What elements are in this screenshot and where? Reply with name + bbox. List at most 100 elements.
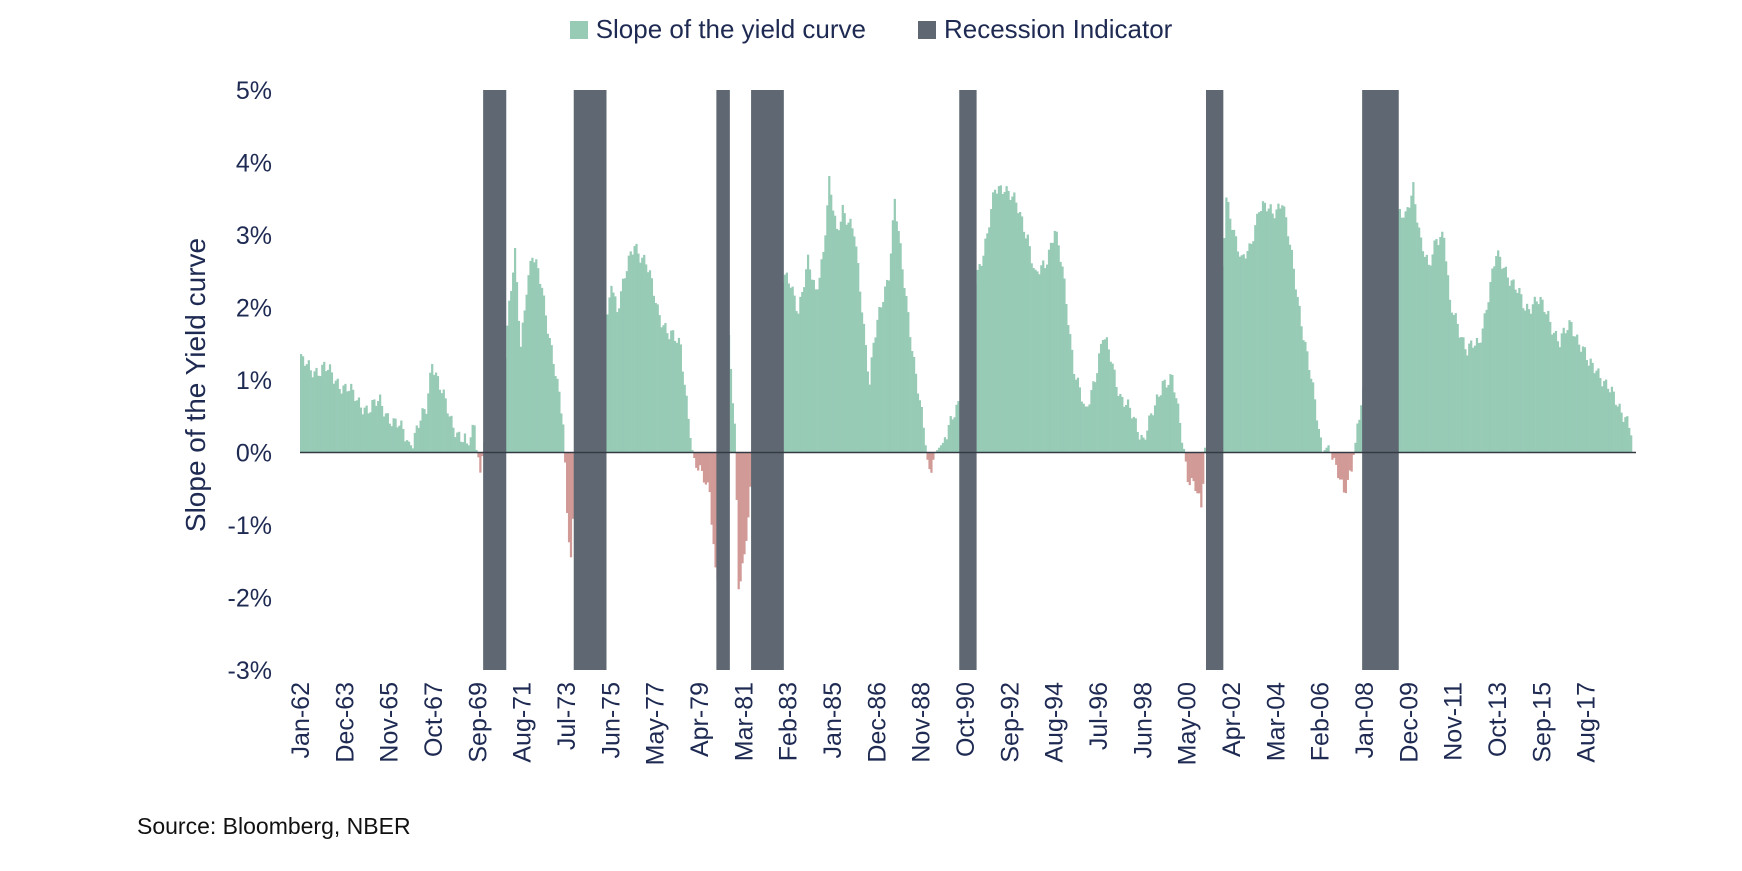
bar <box>348 390 351 453</box>
bar <box>311 377 314 453</box>
bar <box>1323 450 1326 453</box>
x-tick-label: May-77 <box>642 682 670 765</box>
y-tick-label: 5% <box>236 77 272 105</box>
bar <box>853 236 856 453</box>
bar <box>1026 234 1029 453</box>
bar <box>540 287 544 453</box>
bar <box>832 210 835 453</box>
bar <box>845 224 848 453</box>
bar <box>926 452 929 460</box>
bar <box>1581 346 1585 453</box>
bar <box>1138 439 1141 453</box>
bar <box>1082 403 1085 453</box>
legend-item-recession: Recession Indicator <box>917 14 1172 45</box>
legend: Slope of the yield curve Recession Indic… <box>0 14 1742 45</box>
bar <box>1421 251 1425 453</box>
bar <box>392 418 395 453</box>
bar <box>891 220 895 453</box>
bar <box>1232 229 1236 453</box>
bar <box>1470 340 1473 453</box>
bar <box>1408 207 1411 453</box>
bar <box>886 279 889 453</box>
bar <box>857 263 860 453</box>
bar <box>824 235 827 453</box>
bar <box>454 437 457 453</box>
bar <box>417 427 420 453</box>
bar <box>562 424 565 453</box>
bar <box>897 231 900 453</box>
bar <box>976 269 979 453</box>
bar <box>924 445 927 453</box>
bar <box>909 337 912 453</box>
bar <box>670 330 673 453</box>
bar <box>999 185 1002 453</box>
recession-band <box>1205 90 1224 670</box>
bar <box>1175 398 1178 453</box>
bar <box>656 304 659 453</box>
bar <box>1134 418 1137 453</box>
bar <box>1554 330 1558 453</box>
bar <box>1096 373 1099 453</box>
bar <box>1020 216 1024 453</box>
recession-band <box>716 90 730 670</box>
bar <box>645 264 648 453</box>
bar <box>849 218 852 453</box>
x-tick-label: Jul-96 <box>1085 682 1113 750</box>
bar <box>1606 388 1610 453</box>
bar <box>386 413 389 453</box>
bar <box>1038 274 1041 453</box>
bar <box>1568 320 1571 453</box>
bar <box>1269 204 1272 453</box>
bar <box>1518 287 1521 453</box>
bar <box>1595 370 1598 453</box>
y-tick-label: 1% <box>236 367 272 395</box>
bar <box>949 416 952 453</box>
bar <box>1468 343 1471 453</box>
bar <box>479 452 482 473</box>
bar <box>1402 217 1405 453</box>
bar <box>1159 395 1162 453</box>
bar <box>1445 261 1448 453</box>
bar <box>1294 289 1297 453</box>
bar <box>1157 396 1161 453</box>
bar <box>1473 345 1477 453</box>
bar <box>1599 378 1602 453</box>
bar <box>353 401 357 453</box>
x-tick-label: Aug-71 <box>509 682 537 763</box>
bar <box>571 452 575 519</box>
bar <box>864 345 868 453</box>
bar <box>1296 296 1299 453</box>
bar <box>1481 328 1484 453</box>
bar <box>843 213 846 453</box>
bar <box>1080 401 1083 453</box>
legend-swatch-slope <box>569 20 588 39</box>
bar <box>1529 313 1533 453</box>
bar <box>833 215 837 453</box>
bar <box>1614 404 1617 453</box>
bar <box>1009 200 1012 453</box>
bar <box>1053 230 1056 453</box>
bar <box>415 425 418 453</box>
bar <box>421 408 424 453</box>
bar <box>791 286 794 453</box>
bar <box>641 257 644 453</box>
bar <box>375 405 378 453</box>
bar <box>1005 186 1008 453</box>
bar <box>1119 393 1122 453</box>
bar <box>911 351 914 453</box>
bar <box>1531 304 1534 453</box>
bar <box>1024 238 1028 453</box>
bar <box>633 246 636 453</box>
bar <box>695 452 698 468</box>
bar <box>1508 285 1511 453</box>
bar <box>872 342 875 453</box>
bar <box>612 292 615 453</box>
bar <box>668 339 671 453</box>
bar <box>1545 314 1548 453</box>
bar <box>1616 406 1619 453</box>
bar <box>1136 432 1139 453</box>
bar <box>1466 355 1469 453</box>
bar <box>1537 304 1540 453</box>
bar <box>978 264 981 453</box>
bar <box>402 429 405 453</box>
